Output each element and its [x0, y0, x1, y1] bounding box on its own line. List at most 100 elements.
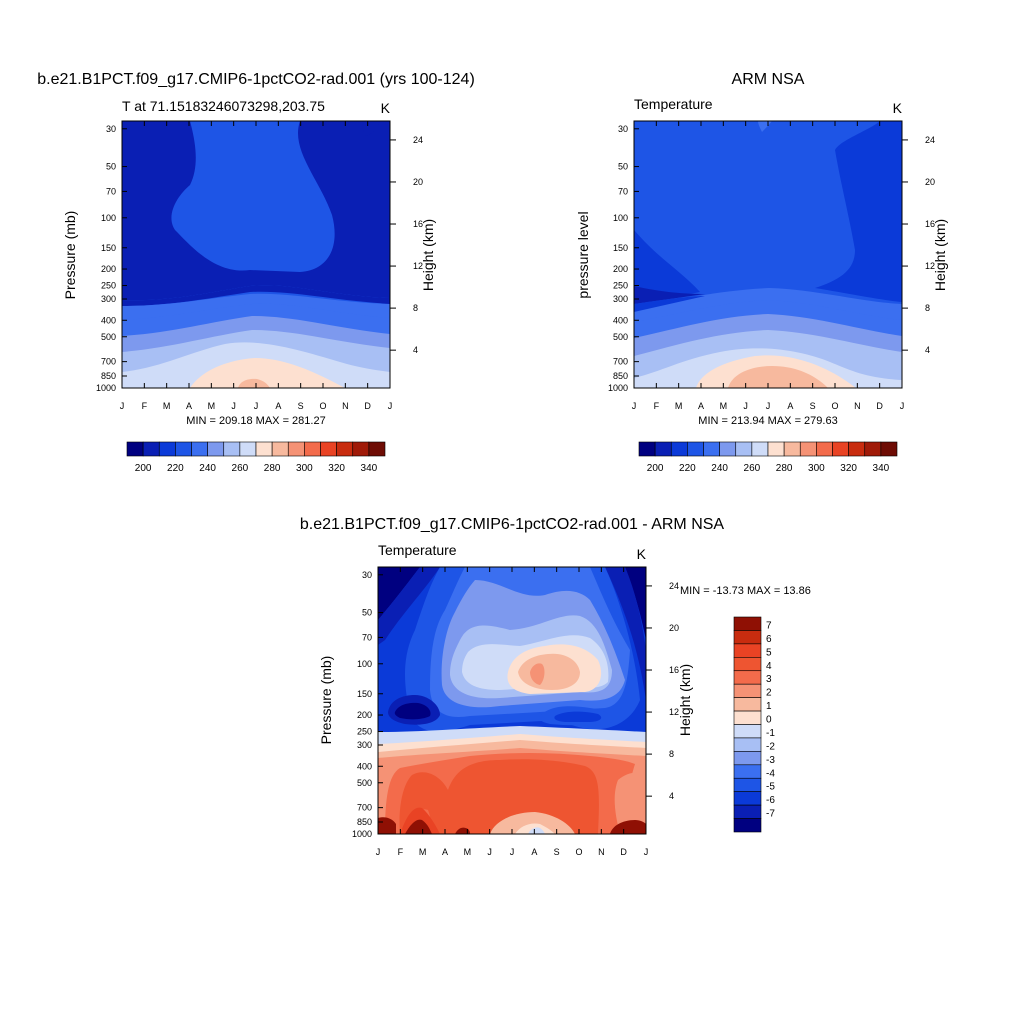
contour-band	[554, 711, 602, 722]
x-tick-label: M	[163, 401, 171, 411]
min-max-summary: MIN = 213.94 MAX = 279.63	[698, 415, 837, 427]
y-right-tick-labels: 24 20 16 12 8 4	[646, 581, 679, 801]
y-tick-labels: 30 50 70 100 150 200 250 300 400 500 700 850 1000	[352, 570, 383, 839]
colorbar-box	[142, 441, 160, 457]
contour-band	[528, 827, 545, 834]
y-axis-label: pressure level	[575, 211, 591, 298]
contour-band	[490, 812, 575, 834]
contour-band	[728, 366, 828, 388]
colorbar-box	[719, 441, 737, 457]
panel-units: K	[637, 546, 647, 562]
colorbar-box	[848, 441, 866, 457]
x-tick-label: A	[186, 401, 192, 411]
colorbar: 7 6 5 4 3 2 1 0 -1 -2 -3 -4 -5 -6 -7	[733, 616, 775, 833]
y-right-tick-labels: 24 20 16 12 8 4	[390, 135, 423, 355]
y-tick-label: 400	[101, 315, 116, 325]
contour-field	[378, 567, 646, 834]
x-tick-label: D	[620, 847, 627, 857]
y-tick-label: 100	[357, 659, 372, 669]
contour-band	[238, 378, 270, 388]
colorbar-box	[239, 441, 257, 457]
colorbar-label: -7	[766, 809, 775, 820]
contour-band	[815, 121, 902, 302]
contour-band	[362, 121, 380, 136]
colorbar-label: 240	[199, 463, 216, 474]
y-tick-label: 70	[618, 186, 628, 196]
y-tick-label: 150	[101, 243, 116, 253]
colorbar-label: 0	[766, 715, 772, 726]
contour-band	[634, 296, 705, 312]
x-tick-label: S	[810, 401, 816, 411]
y-right-tick-label: 12	[413, 261, 423, 271]
y-tick-label: 200	[613, 264, 628, 274]
y-tick-labels: 30 50 70 100 150 200 250 300 400 500 700 850 1000	[608, 124, 639, 393]
colorbar-label: 200	[647, 463, 664, 474]
y-right-tick-label: 24	[413, 135, 423, 145]
x-tick-label: A	[442, 847, 448, 857]
y-axis-label: Pressure (mb)	[318, 656, 334, 745]
y-tick-label: 50	[618, 162, 628, 172]
contour-band	[455, 827, 470, 834]
y-tick-label: 400	[613, 315, 628, 325]
y-tick-label: 700	[613, 357, 628, 367]
y-right-axis-label: Height (km)	[677, 664, 693, 736]
colorbar-label: -5	[766, 782, 775, 793]
colorbar-box	[126, 441, 144, 457]
colorbar-box	[733, 657, 762, 672]
y-tick-label: 70	[362, 632, 372, 642]
y-right-tick-label: 16	[669, 665, 679, 675]
y-tick-label: 30	[362, 570, 372, 580]
colorbar-label: 2	[766, 688, 772, 699]
colorbar-label: 280	[776, 463, 793, 474]
colorbar-box	[207, 441, 225, 457]
y-tick-label: 850	[357, 817, 372, 827]
colorbar-box	[880, 441, 898, 457]
y-tick-label: 1000	[608, 383, 628, 393]
colorbar-box	[799, 441, 817, 457]
colorbar-box	[733, 818, 762, 833]
x-tick-label: S	[554, 847, 560, 857]
contour-band	[190, 358, 345, 388]
x-tick-label: J	[254, 401, 259, 411]
y-tick-label: 70	[106, 186, 116, 196]
colorbar-box	[733, 697, 762, 712]
colorbar-box	[175, 441, 192, 457]
y-right-tick-label: 20	[669, 623, 679, 633]
colorbar-label: 240	[711, 463, 728, 474]
contour-field	[122, 121, 390, 388]
y-tick-label: 50	[106, 162, 116, 172]
y-right-tick-label: 4	[669, 791, 674, 801]
colorbar-label: 340	[873, 463, 890, 474]
contour-band	[610, 820, 646, 834]
colorbar-label: 300	[296, 463, 313, 474]
panel-subtitle-left: Temperature	[378, 542, 457, 558]
colorbar-box	[352, 441, 370, 457]
colorbar-label: 3	[766, 674, 772, 685]
y-tick-label: 30	[618, 124, 628, 134]
x-tick-label: J	[388, 401, 393, 411]
panel-subtitle-left: Temperature	[634, 96, 713, 112]
contour-band	[171, 121, 335, 272]
colorbar-box	[654, 441, 672, 457]
colorbar-label: 340	[361, 463, 378, 474]
x-tick-label: N	[598, 847, 605, 857]
x-tick-label: M	[419, 847, 427, 857]
x-tick-label: N	[342, 401, 349, 411]
colorbar-box	[271, 441, 289, 457]
colorbar-box	[751, 441, 769, 457]
colorbar-label: -1	[766, 728, 775, 739]
y-right-tick-label: 24	[925, 135, 935, 145]
y-tick-label: 300	[357, 740, 372, 750]
colorbar-box	[735, 441, 753, 457]
x-tick-label: M	[675, 401, 683, 411]
y-right-tick-label: 20	[925, 177, 935, 187]
panel-units: K	[381, 100, 391, 116]
y-right-tick-label: 16	[925, 219, 935, 229]
y-tick-label: 200	[357, 710, 372, 720]
contour-band	[530, 663, 545, 685]
x-tick-label: A	[698, 401, 704, 411]
panel-subtitle-left: T at 71.15183246073298,203.75	[122, 98, 325, 114]
y-tick-label: 150	[357, 689, 372, 699]
panel-model: b.e21.B1PCT.f09_g17.CMIP6-1pctCO2-rad.00…	[37, 71, 475, 474]
